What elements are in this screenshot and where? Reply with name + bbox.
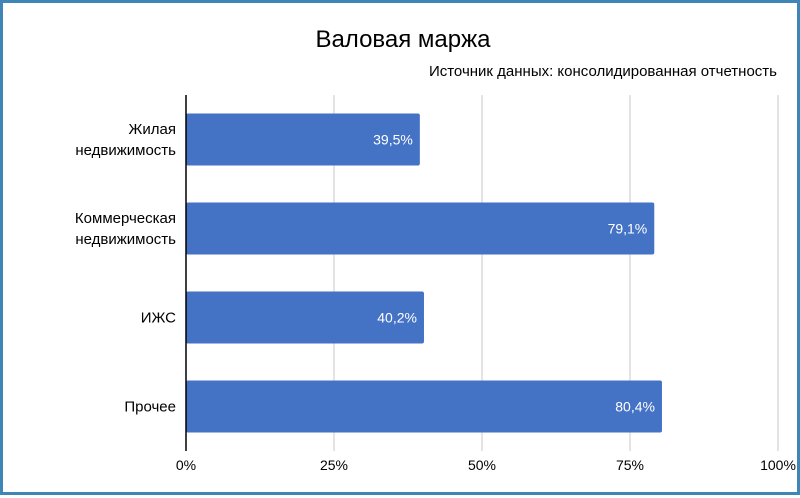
- category-labels: Жилая недвижимость Коммерческая недвижимост…: [75, 121, 176, 416]
- chart-title: Валовая маржа: [315, 26, 491, 53]
- category-label: Коммерческая: [75, 210, 176, 227]
- x-tick-label: 100%: [760, 457, 796, 473]
- data-label: 39,5%: [373, 132, 413, 148]
- bar: [186, 380, 662, 433]
- bar: [186, 202, 655, 255]
- data-label: 80,4%: [615, 399, 655, 415]
- bar-chart: Валовая маржа Источник данных: консолиди…: [75, 26, 796, 473]
- category-label: недвижимость: [75, 142, 176, 159]
- chart-subtitle: Источник данных: консолидированная отчет…: [429, 63, 777, 80]
- bar: [186, 291, 424, 344]
- data-label: 79,1%: [608, 221, 648, 237]
- category-label: недвижимость: [75, 231, 176, 248]
- x-tick-label: 50%: [468, 457, 496, 473]
- category-label: Жилая: [129, 121, 176, 138]
- x-axis-ticks: 0% 25% 50% 75% 100%: [176, 457, 796, 473]
- data-label: 40,2%: [377, 310, 417, 326]
- category-label: Прочее: [124, 399, 176, 416]
- x-tick-label: 75%: [616, 457, 644, 473]
- x-tick-label: 25%: [320, 457, 348, 473]
- bars: 39,5% 79,1% 40,2% 80,4%: [186, 113, 662, 433]
- bar: [186, 113, 420, 166]
- category-label: ИЖС: [141, 310, 176, 327]
- x-tick-label: 0%: [176, 457, 196, 473]
